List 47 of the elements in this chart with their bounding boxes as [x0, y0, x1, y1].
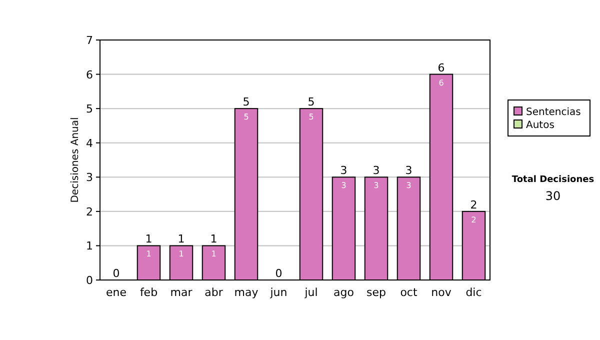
data-label: 1 — [178, 250, 184, 259]
total-label: 6 — [438, 61, 445, 74]
total-label: 5 — [308, 96, 315, 109]
y-tick-label: 0 — [86, 274, 93, 287]
total-label: 5 — [242, 96, 250, 109]
total-label: 1 — [145, 232, 152, 246]
total-label: 1 — [178, 232, 185, 246]
y-tick-label: 5 — [86, 102, 93, 116]
data-label: 5 — [308, 112, 314, 122]
x-tick-label: feb — [140, 286, 158, 299]
text: 30 — [545, 189, 561, 203]
total-label: 2 — [470, 198, 478, 212]
y-tick-label: 7 — [86, 34, 93, 47]
text: Total Decisiones — [512, 175, 594, 185]
x-tick-label: abr — [204, 286, 224, 299]
total-label: 0 — [275, 267, 282, 280]
data-label: 6 — [438, 78, 444, 88]
y-tick-label: 2 — [86, 205, 93, 218]
legend-label: Autos — [526, 120, 554, 131]
data-label: 3 — [341, 181, 346, 190]
data-label: 5 — [244, 112, 249, 122]
total-label: 3 — [405, 164, 412, 178]
y-tick-label: 6 — [86, 68, 93, 82]
x-tick-label: mar — [170, 286, 193, 299]
x-tick-label: ago — [334, 286, 354, 299]
total-label: 1 — [210, 232, 218, 246]
data-label: 1 — [146, 250, 152, 259]
data-label: 3 — [406, 181, 412, 190]
data-label: 3 — [374, 181, 379, 190]
x-tick-label: jul — [304, 286, 318, 299]
x-tick-label: dic — [466, 286, 482, 299]
y-axis-title: Decisiones Anual — [70, 117, 81, 203]
x-tick-label: jun — [269, 286, 288, 299]
legend-label: Sentencias — [526, 107, 581, 118]
total-label: 0 — [112, 267, 120, 280]
x-tick-label: ene — [106, 286, 127, 299]
y-tick-label: 3 — [86, 171, 93, 184]
total-label: 3 — [372, 164, 380, 178]
data-label: 2 — [471, 215, 476, 224]
total-label: 3 — [340, 164, 348, 178]
y-tick-label: 1 — [86, 240, 93, 253]
x-tick-label: oct — [400, 286, 418, 299]
x-tick-label: nov — [431, 286, 452, 299]
data-label: 1 — [211, 250, 216, 259]
y-tick-label: 4 — [86, 136, 93, 150]
x-tick-label: may — [234, 286, 259, 299]
x-tick-label: sep — [366, 286, 386, 299]
